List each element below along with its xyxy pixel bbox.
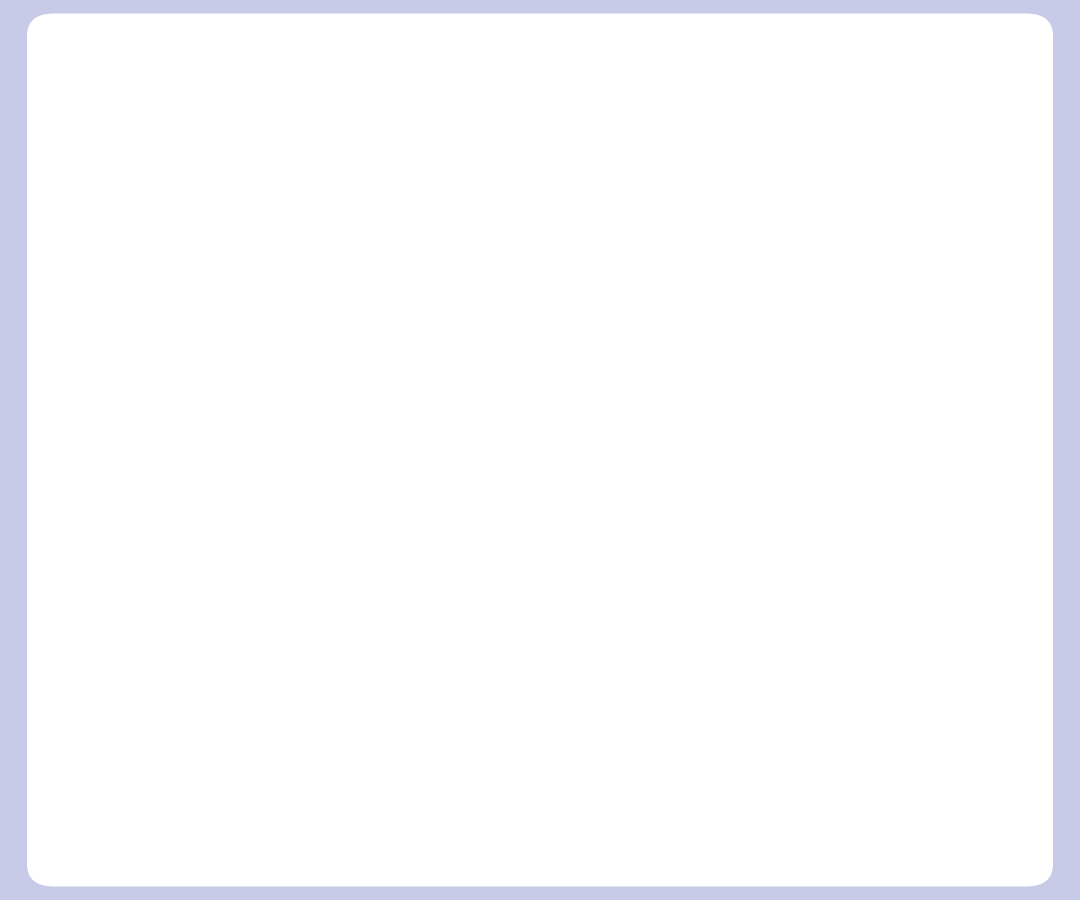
Text: Ex=Ey and phase angle =-180: Ex=Ey and phase angle =-180	[232, 716, 786, 751]
Text: The condition of circular polarization: The condition of circular polarization	[130, 125, 840, 163]
Text: Ex=Ey: Ex=Ey	[232, 343, 351, 377]
Text: Ex=Ey and phase angle =+90 or -90: Ex=Ey and phase angle =+90 or -90	[232, 590, 899, 625]
Text: is..........: is..........	[130, 215, 297, 253]
Text: *: *	[297, 215, 318, 253]
Text: phase angle 90: phase angle 90	[232, 464, 510, 499]
